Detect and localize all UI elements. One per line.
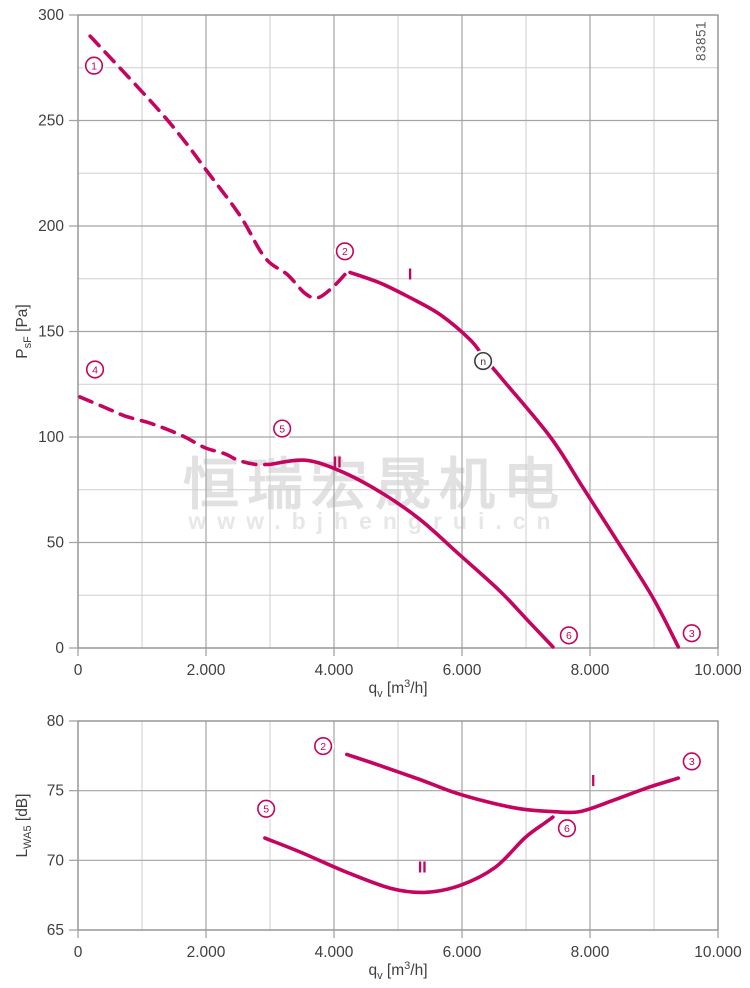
y-tick-label: 70 bbox=[47, 852, 65, 869]
x-axis-title: qv [m3/h] bbox=[368, 678, 427, 700]
marker-3-label: 3 bbox=[689, 756, 695, 768]
y-tick-label: 65 bbox=[47, 922, 64, 939]
marker-5-label: 5 bbox=[263, 804, 269, 816]
marker-1-label: 1 bbox=[91, 60, 97, 72]
x-tick-label: 6.000 bbox=[443, 662, 482, 679]
y-tick-label: 250 bbox=[38, 113, 64, 130]
marker-6-circle bbox=[557, 819, 577, 838]
y-tick-label: 100 bbox=[38, 429, 64, 446]
marker-5-label: 5 bbox=[279, 423, 285, 435]
curve-II-solid bbox=[268, 458, 555, 649]
x-tick-label: 0 bbox=[74, 662, 83, 679]
marker-n-circle bbox=[474, 351, 493, 371]
curve-I-solid bbox=[345, 752, 681, 815]
marker-6-circle bbox=[559, 626, 578, 645]
marker-2-circle bbox=[314, 736, 333, 756]
y-tick-label: 150 bbox=[38, 324, 64, 341]
x-tick-label: 4.000 bbox=[315, 662, 354, 679]
curve-label-I: I bbox=[408, 267, 412, 284]
marker-4-circle bbox=[85, 360, 105, 379]
x-tick-label: 8.000 bbox=[571, 662, 610, 679]
curve-label-II: II bbox=[418, 859, 427, 876]
y-tick-label: 75 bbox=[47, 783, 64, 800]
x-tick-label: 2.000 bbox=[187, 662, 226, 679]
marker-3-circle bbox=[682, 624, 701, 643]
marker-3-label: 3 bbox=[689, 628, 695, 640]
curve-I-dashed bbox=[88, 34, 347, 300]
curve-II-dashed bbox=[78, 395, 270, 467]
pressure-airflow-chart: 0 2.000 4.000 6.000 8.000 10.000 0 50 100 150 200 2… bbox=[14, 7, 742, 700]
x-tick-label: 10.000 bbox=[694, 662, 742, 679]
y-tick-label: 50 bbox=[47, 535, 65, 552]
y-tick-label: 300 bbox=[38, 7, 64, 24]
x-tick-label: 8.000 bbox=[571, 944, 610, 961]
plot-border bbox=[77, 720, 719, 931]
x-tick-label: 10.000 bbox=[694, 944, 742, 961]
curve-label-II: II bbox=[333, 454, 342, 471]
y-tick-label: 0 bbox=[55, 640, 64, 657]
marker-5-circle bbox=[257, 799, 276, 818]
curve-II-solid bbox=[263, 815, 555, 895]
marker-4-label: 4 bbox=[92, 364, 98, 376]
marker-2-circle bbox=[335, 242, 354, 261]
marker-n-label: n bbox=[480, 356, 486, 368]
y-tick-label: 80 bbox=[47, 713, 65, 730]
curve-I-solid bbox=[348, 270, 681, 649]
x-tick-label: 4.000 bbox=[315, 944, 354, 961]
y-tick-label: 200 bbox=[38, 218, 64, 235]
x-axis-title: qv [m3/h] bbox=[368, 960, 427, 982]
x-tick-label: 2.000 bbox=[187, 944, 226, 961]
x-tick-label: 0 bbox=[74, 944, 83, 961]
marker-2-label: 2 bbox=[320, 741, 326, 753]
marker-6-label: 6 bbox=[564, 823, 570, 835]
curve-label-I: I bbox=[591, 773, 595, 790]
marker-2-label: 2 bbox=[342, 246, 348, 258]
marker-1-circle bbox=[84, 56, 104, 75]
marker-3-circle bbox=[682, 752, 701, 771]
marker-5-circle bbox=[273, 419, 292, 438]
x-tick-label: 6.000 bbox=[443, 944, 482, 961]
part-number-label: 83851 bbox=[693, 20, 709, 62]
marker-6-label: 6 bbox=[566, 630, 572, 642]
y-axis-title: PsF [Pa] bbox=[14, 304, 34, 358]
y-axis-title: LWA5 [dB] bbox=[14, 794, 34, 858]
